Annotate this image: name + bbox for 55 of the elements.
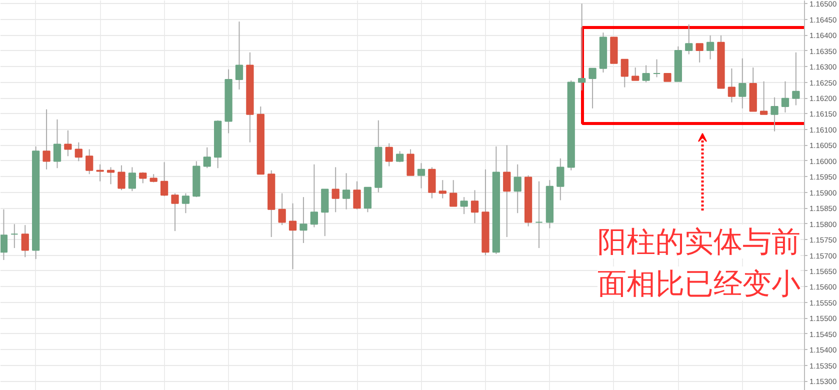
candlestick: [632, 66, 640, 81]
candlestick: [171, 192, 179, 232]
candlestick: [160, 162, 168, 197]
candlestick: [792, 52, 800, 106]
candlestick: [428, 166, 436, 199]
candlestick: [74, 142, 82, 162]
candlestick: [652, 58, 661, 78]
candlestick: [288, 202, 297, 270]
candlestick: [0, 208, 8, 260]
annotation: 阳柱的实体与前面相比已经变小: [598, 224, 800, 300]
candlestick: [182, 192, 190, 214]
candlestick: [503, 144, 511, 238]
candlestick: [128, 166, 136, 192]
candlestick: [385, 142, 393, 167]
candlestick: [10, 224, 18, 249]
candlestick: [21, 224, 29, 258]
candlestick: [118, 164, 126, 191]
candlestick: [588, 68, 596, 109]
candlestick: [278, 192, 286, 226]
candlestick: [321, 188, 329, 237]
candlestick: [332, 166, 340, 213]
candlestick: [642, 64, 650, 83]
candlestick: [235, 21, 244, 90]
candlestick: [620, 58, 628, 88]
candlestick: [781, 80, 790, 113]
candlestick: [514, 164, 522, 214]
candlestick: [760, 80, 768, 115]
candlestick: [396, 150, 404, 163]
candlestick: [42, 108, 50, 170]
candlestick: [470, 190, 479, 224]
candlestick: [364, 186, 372, 213]
candlestick: [706, 34, 714, 60]
candlestick: [770, 96, 778, 132]
candlestick: [353, 180, 361, 210]
candlestick: [417, 162, 426, 189]
candlestick: [300, 196, 308, 244]
candlestick: [450, 180, 458, 207]
candlestick: [556, 158, 564, 201]
candlestick: [342, 172, 350, 210]
candlestick: [460, 196, 468, 215]
candlestick: [203, 146, 211, 169]
candlestick: [406, 148, 414, 176]
candlestick: [64, 130, 72, 157]
candlestick: [96, 164, 104, 182]
candlestick: [696, 43, 704, 63]
candlestick: [728, 68, 736, 103]
candlestick: [310, 164, 318, 228]
candlestick: [86, 148, 94, 175]
candlestick: [438, 180, 446, 199]
candlestick: [685, 24, 693, 55]
candlestick: [535, 180, 543, 249]
candlestick: [53, 118, 62, 169]
candlestick: [139, 172, 147, 184]
candlestick: [738, 58, 746, 109]
candlestick: [578, 3, 586, 91]
